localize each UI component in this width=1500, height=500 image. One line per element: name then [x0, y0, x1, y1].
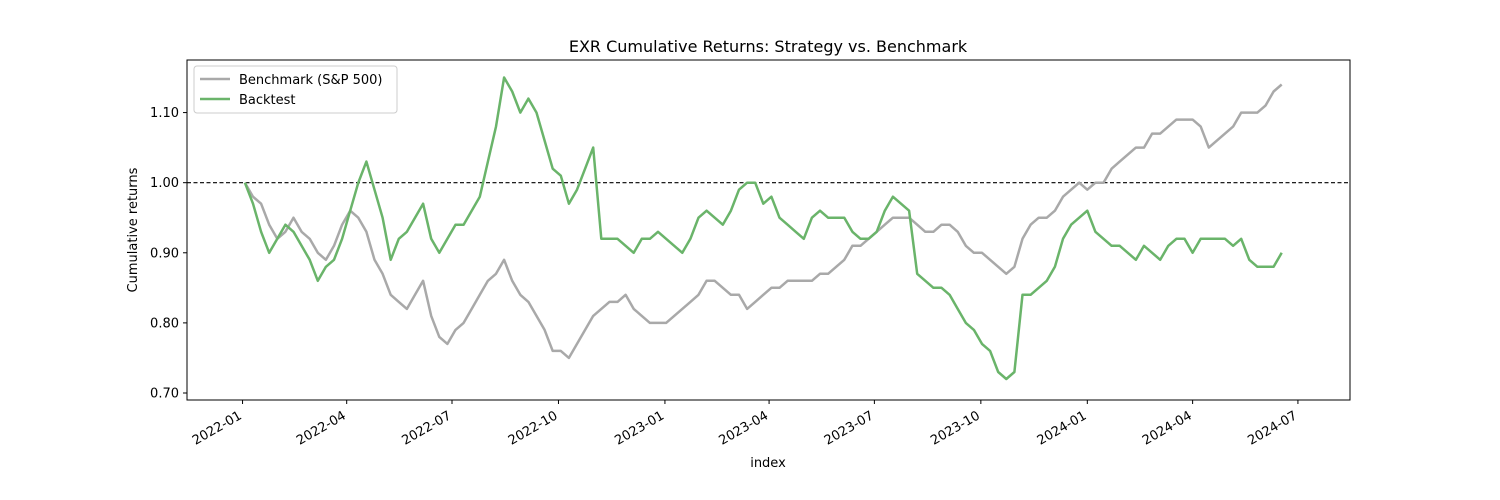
series-line-backtest — [243, 76, 1283, 381]
y-axis: 0.70 0.80 0.90 1.00 1.10 — [150, 106, 187, 401]
y-tick-label: 0.80 — [150, 316, 179, 331]
x-axis-label: index — [750, 456, 786, 471]
plot-frame — [186, 59, 1351, 401]
legend-label-backtest: Backtest — [239, 93, 296, 108]
y-tick-label: 0.90 — [150, 246, 179, 261]
y-tick-label: 1.10 — [150, 106, 179, 121]
y-tick-label: 0.70 — [150, 386, 179, 401]
series-line-benchmark-s-p-500 — [243, 83, 1283, 360]
legend-box — [193, 65, 398, 114]
y-axis-label: Cumulative returns — [126, 167, 141, 292]
chart-title: EXR Cumulative Returns: Strategy vs. Ben… — [569, 37, 968, 56]
y-tick-label: 1.00 — [150, 176, 179, 191]
plot-area — [187, 76, 1350, 381]
legend: Benchmark (S&P 500) Backtest — [193, 65, 398, 114]
legend-label-benchmark: Benchmark (S&P 500) — [239, 73, 383, 88]
